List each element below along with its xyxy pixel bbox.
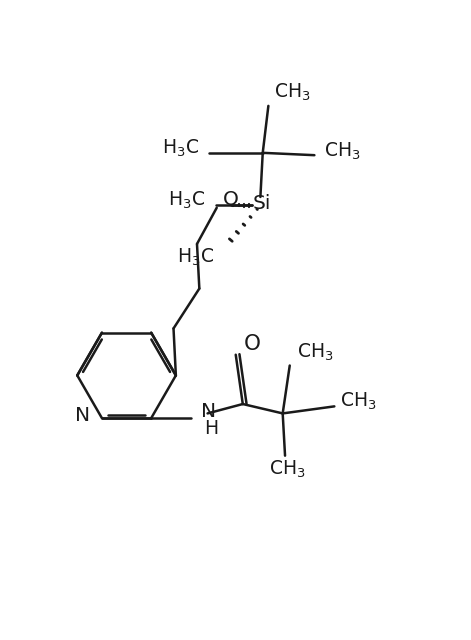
Text: N: N bbox=[75, 406, 90, 425]
Text: $\mathregular{H_3C}$: $\mathregular{H_3C}$ bbox=[177, 246, 214, 268]
Text: N: N bbox=[201, 401, 216, 420]
Text: O: O bbox=[244, 334, 261, 355]
Text: $\mathregular{CH_3}$: $\mathregular{CH_3}$ bbox=[297, 342, 333, 363]
Text: $\mathregular{H_3C}$: $\mathregular{H_3C}$ bbox=[162, 138, 199, 159]
Text: Si: Si bbox=[252, 193, 270, 212]
Text: $\mathregular{CH_3}$: $\mathregular{CH_3}$ bbox=[274, 82, 311, 104]
Text: $\mathregular{CH_3}$: $\mathregular{CH_3}$ bbox=[324, 141, 360, 162]
Text: $\mathregular{CH_3}$: $\mathregular{CH_3}$ bbox=[340, 391, 377, 412]
Text: $\mathregular{CH_3}$: $\mathregular{CH_3}$ bbox=[269, 459, 306, 481]
Text: $\mathregular{H_3C}$: $\mathregular{H_3C}$ bbox=[168, 190, 205, 211]
Text: H: H bbox=[204, 419, 219, 438]
Text: O: O bbox=[223, 190, 239, 209]
